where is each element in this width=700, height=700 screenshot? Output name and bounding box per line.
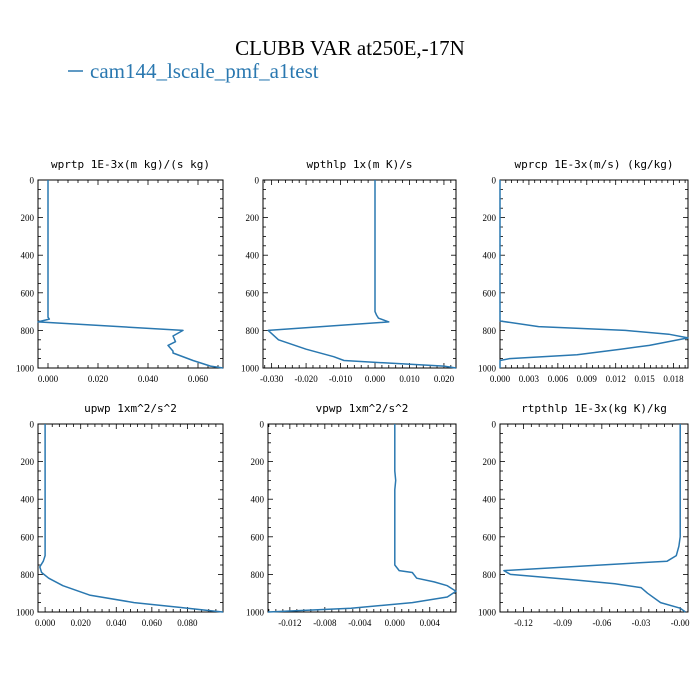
x-tick-label: 0.010	[399, 374, 420, 384]
panel-frame	[499, 179, 689, 369]
y-tick-label: 400	[21, 495, 35, 505]
y-tick-label: 200	[21, 213, 35, 223]
x-tick-label: -0.030	[260, 374, 284, 384]
x-tick-label: 0.040	[138, 374, 159, 384]
y-tick-label: 0	[30, 176, 35, 186]
panel-frame	[262, 179, 457, 369]
series-line	[267, 180, 457, 369]
x-tick-label: 0.009	[577, 374, 598, 384]
x-tick-label: 0.015	[634, 374, 655, 384]
x-tick-label: 0.020	[71, 618, 92, 628]
y-tick-label: 200	[483, 457, 497, 467]
series-line	[37, 180, 224, 369]
y-tick-label: 1000	[16, 364, 35, 374]
panel-title: wpthlp 1x(m K)/s	[307, 158, 413, 171]
x-tick-label: 0.006	[548, 374, 569, 384]
x-tick-label: 0.000	[385, 618, 406, 628]
panel-1: wprtp 1E-3x(m kg)/(s kg) 0 200 400 600 800 100…	[16, 158, 224, 384]
y-tick-label: 200	[251, 457, 265, 467]
y-tick-label: 400	[251, 495, 265, 505]
y-tick-label: 400	[483, 495, 497, 505]
y-tick-label: 1000	[246, 608, 265, 618]
x-tick-label: -0.06	[592, 618, 611, 628]
x-tick-label: 0.000	[365, 374, 386, 384]
panel-frame	[499, 423, 689, 613]
y-tick-label: 0	[492, 420, 497, 430]
x-tick-label: 0.080	[177, 618, 198, 628]
y-tick-label: 800	[21, 570, 35, 580]
x-tick-label: 0.000	[490, 374, 511, 384]
y-tick-label: 1000	[478, 608, 497, 618]
panel-frame	[37, 179, 224, 369]
y-tick-label: 0	[30, 420, 35, 430]
y-tick-label: 200	[483, 213, 497, 223]
panel-frame	[37, 423, 224, 613]
y-tick-label: 800	[21, 326, 35, 336]
x-tick-label: 0.012	[606, 374, 626, 384]
panel-5: vpwp 1xm^2/s^2 0 200 400 600 800 1000 -0.012 -0.…	[246, 402, 457, 628]
y-tick-label: 600	[21, 532, 35, 542]
y-tick-label: 200	[21, 457, 35, 467]
x-tick-label: -0.020	[294, 374, 318, 384]
x-tick-label: 0.000	[38, 374, 59, 384]
x-tick-label: -0.012	[278, 618, 301, 628]
y-tick-label: 1000	[16, 608, 35, 618]
panel-2: wpthlp 1x(m K)/s02004006008001000-0.030-…	[241, 158, 457, 384]
legend-label: cam144_lscale_pmf_a1test	[90, 59, 319, 83]
panel-6: rtpthlp 1E-3x(kg K)/kg 0 200 400 600 800 1000 -…	[478, 402, 690, 628]
x-tick-label: 0.000	[35, 618, 56, 628]
y-tick-label: 600	[251, 532, 265, 542]
y-tick-label: 0	[255, 176, 260, 186]
x-tick-label: 0.020	[434, 374, 455, 384]
y-tick-label: 600	[483, 532, 497, 542]
x-tick-label: 0.018	[663, 374, 684, 384]
legend: cam144_lscale_pmf_a1test	[68, 59, 319, 83]
y-tick-label: 600	[246, 288, 260, 298]
series-line	[267, 424, 457, 613]
panel-title: wprcp 1E-3x(m/s) (kg/kg)	[515, 158, 674, 171]
y-tick-label: 800	[483, 570, 497, 580]
x-tick-label: 0.020	[88, 374, 109, 384]
y-tick-label: 800	[483, 326, 497, 336]
series-line	[499, 180, 689, 368]
x-tick-label: 0.060	[188, 374, 209, 384]
y-tick-label: 200	[246, 213, 260, 223]
x-tick-label: -0.004	[348, 618, 372, 628]
x-tick-label: -0.03	[632, 618, 651, 628]
y-tick-label: 400	[21, 251, 35, 261]
panel-title: upwp 1xm^2/s^2	[84, 402, 177, 415]
x-tick-label: -0.09	[553, 618, 572, 628]
series-line	[39, 424, 224, 613]
panel-frame	[267, 423, 457, 613]
x-tick-label: 0.003	[519, 374, 540, 384]
panel-3: wprcp 1E-3x(m/s) (kg/kg) 0 200 400 600 800 100…	[478, 158, 689, 384]
x-tick-label: -0.010	[329, 374, 353, 384]
y-tick-label: 0	[260, 420, 265, 430]
x-tick-label: -0.12	[514, 618, 533, 628]
y-tick-label: 600	[483, 288, 497, 298]
panels: wprtp 1E-3x(m kg)/(s kg) 0 200 400 600 800 100…	[16, 158, 690, 628]
y-tick-label: 600	[21, 288, 35, 298]
x-tick-label: 0.004	[420, 618, 441, 628]
y-tick-label: 1000	[241, 364, 260, 374]
series-line	[503, 424, 686, 613]
x-tick-label: 0.040	[106, 618, 127, 628]
y-tick-label: 400	[483, 251, 497, 261]
x-tick-label: -0.00	[671, 618, 690, 628]
panel-title: rtpthlp 1E-3x(kg K)/kg	[521, 402, 667, 415]
x-tick-label: -0.008	[313, 618, 337, 628]
y-tick-label: 1000	[478, 364, 497, 374]
figure-title: CLUBB VAR at250E,-17N	[235, 36, 465, 60]
panel-title: wprtp 1E-3x(m kg)/(s kg)	[51, 158, 210, 171]
panel-title: vpwp 1xm^2/s^2	[316, 402, 409, 415]
y-tick-label: 800	[251, 570, 265, 580]
y-tick-label: 400	[246, 251, 260, 261]
y-tick-label: 0	[492, 176, 497, 186]
y-tick-label: 800	[246, 326, 260, 336]
x-tick-label: 0.060	[142, 618, 163, 628]
